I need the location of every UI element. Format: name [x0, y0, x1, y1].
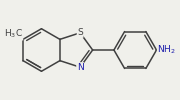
Text: H$_3$C: H$_3$C — [4, 28, 23, 40]
Text: NH$_2$: NH$_2$ — [157, 44, 176, 56]
Text: S: S — [77, 28, 83, 37]
Text: N: N — [77, 63, 84, 72]
